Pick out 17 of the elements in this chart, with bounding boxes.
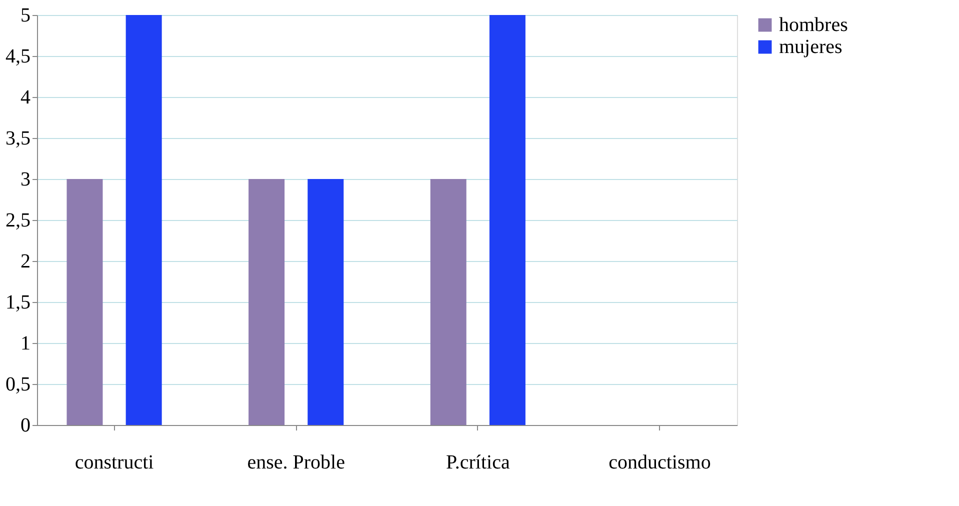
x-tick-label: conductismo xyxy=(608,452,711,474)
y-tick-label: 0,5 xyxy=(6,374,30,396)
y-tick-label: 0 xyxy=(20,414,30,436)
y-tick-label: 1 xyxy=(20,332,30,354)
x-tick-label: constructi xyxy=(74,452,154,474)
legend-label: mujeres xyxy=(779,36,843,58)
y-tick-label: 3,5 xyxy=(6,128,30,150)
x-tick-label: ense. Proble xyxy=(247,452,346,474)
y-tick-label: 2 xyxy=(20,250,30,272)
y-tick-label: 1,5 xyxy=(6,292,30,314)
y-tick-label: 2,5 xyxy=(6,210,30,232)
legend-label: hombres xyxy=(779,14,848,36)
y-tick-label: 4,5 xyxy=(6,46,30,68)
y-tick-label: 4 xyxy=(20,86,30,108)
y-tick-label: 5 xyxy=(20,4,30,26)
x-tick-label: P.crítica xyxy=(446,452,510,474)
y-tick-label: 3 xyxy=(20,168,30,190)
